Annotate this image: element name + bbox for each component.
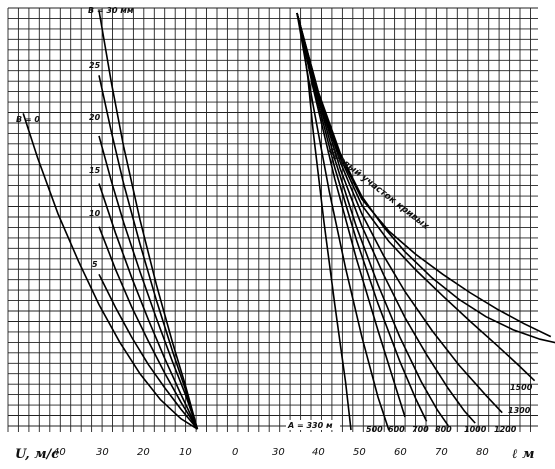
label-a-1000: 1000 — [464, 425, 487, 434]
label-b-left: B = 0 — [16, 115, 40, 124]
label-series-5: 5 — [92, 260, 98, 269]
tick-left-30: 30 — [96, 447, 109, 458]
right-series-line-5 — [296, 12, 476, 424]
label-a-500: 500 — [366, 425, 383, 434]
tick-right-30: 30 — [272, 447, 285, 458]
label-a-700: 700 — [412, 425, 429, 434]
x-axis-left-label: U, м/с — [15, 447, 59, 462]
right-series-line-1 — [296, 12, 390, 431]
right-series-line-3 — [296, 12, 428, 422]
label-series-10: 10 — [89, 209, 101, 218]
tick-left-40: 40 — [53, 447, 66, 458]
x-axis-right-label: ℓ м — [512, 447, 534, 462]
grid — [7, 7, 538, 432]
right-series-line-4 — [296, 12, 449, 427]
tick-right-80: 80 — [476, 447, 489, 458]
left-series-line-4 — [98, 135, 199, 430]
left-series-line-5 — [98, 75, 199, 430]
label-series-15: 15 — [89, 166, 101, 175]
label-series-25: 25 — [89, 61, 101, 70]
label-a-800: 800 — [435, 425, 452, 434]
curves — [22, 10, 555, 431]
left-series-line-2 — [98, 226, 199, 430]
left-series-line-6 — [98, 10, 199, 430]
tick-right-70: 70 — [435, 447, 448, 458]
label-a-1300: 1300 — [508, 406, 531, 415]
right-series-line-0 — [296, 12, 352, 431]
label-a-1200: 1200 — [494, 425, 517, 434]
label-series-20: 20 — [89, 113, 101, 122]
label-a-330: A = 330 м — [287, 421, 333, 430]
axis-ticks: U, м/с 40 30 20 10 0 30 40 50 60 70 80 ℓ… — [15, 447, 534, 462]
tick-right-50: 50 — [353, 447, 366, 458]
label-b-top: B = 30 мм — [88, 6, 134, 15]
labels: B = 30 мм B = 0 25 20 15 10 5 Правый уча… — [16, 6, 533, 434]
tick-right-40: 40 — [312, 447, 325, 458]
right-series-line-2 — [296, 12, 406, 418]
left-series-line-0 — [22, 113, 198, 430]
label-a-600: 600 — [388, 425, 405, 434]
left-series-line-3 — [98, 183, 199, 430]
tick-left-20: 20 — [137, 447, 150, 458]
tick-left-10: 10 — [179, 447, 192, 458]
right-series-line-6 — [296, 12, 503, 414]
tick-right-0: 0 — [232, 447, 238, 458]
tick-right-60: 60 — [394, 447, 407, 458]
left-series-line-1 — [98, 273, 199, 430]
label-a-1500: 1500 — [510, 383, 533, 392]
right-series-line-9 — [296, 12, 555, 344]
